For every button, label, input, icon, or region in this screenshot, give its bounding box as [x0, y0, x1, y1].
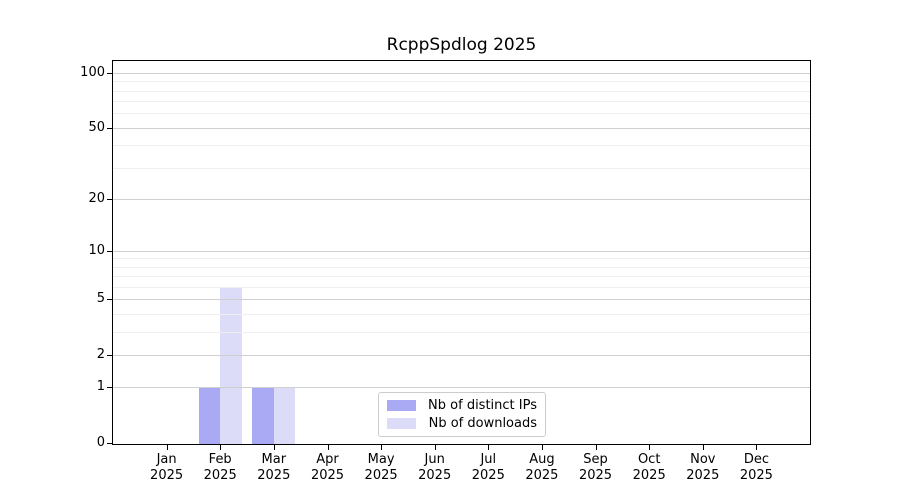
y-tick-label-10: 10 [88, 242, 105, 258]
x-tick-mark-apr [327, 445, 329, 450]
y-tick-mark-0 [107, 443, 112, 444]
y-tick-mark-50 [107, 127, 112, 129]
gridline-minor-30 [113, 167, 810, 169]
gridline-minor-70 [113, 101, 810, 103]
bar-feb-nb-of-distinct-ips [198, 387, 221, 444]
gridline-minor-6 [113, 286, 810, 288]
gridline-minor-60 [113, 113, 810, 115]
legend-item-downloads: Nb of downloads [387, 416, 539, 431]
x-tick-label-aug: Aug 2025 [525, 452, 559, 483]
chart-title: RcppSpdlog 2025 [386, 35, 537, 55]
gridline-major-1 [113, 387, 810, 389]
plot-area [112, 60, 811, 445]
x-tick-label-jul: Jul 2025 [471, 452, 505, 483]
y-tick-label-20: 20 [88, 190, 105, 206]
gridline-major-2 [113, 354, 810, 356]
gridline-minor-90 [113, 81, 810, 83]
y-tick-mark-100 [107, 72, 112, 74]
gridline-major-5 [113, 299, 810, 301]
x-tick-label-may: May 2025 [364, 452, 398, 483]
y-tick-mark-1 [107, 387, 112, 389]
x-tick-mark-jan [166, 445, 168, 450]
x-tick-label-nov: Nov 2025 [686, 452, 720, 483]
y-tick-label-2: 2 [96, 346, 105, 362]
y-tick-label-0: 0 [96, 435, 105, 450]
x-tick-mark-mar [273, 445, 275, 450]
y-tick-label-50: 50 [88, 119, 105, 135]
gridline-minor-80 [113, 90, 810, 92]
bar-mar-nb-of-distinct-ips [252, 387, 274, 444]
x-tick-mark-nov [702, 445, 704, 450]
gridline-minor-9 [113, 258, 810, 260]
gridline-major-10 [113, 250, 810, 252]
legend-item-distinct-ips: Nb of distinct IPs [387, 398, 539, 413]
gridline-minor-4 [113, 313, 810, 315]
gridline-minor-7 [113, 276, 810, 278]
x-tick-label-feb: Feb 2025 [203, 452, 237, 483]
x-tick-label-oct: Oct 2025 [632, 452, 666, 483]
legend-label-distinct-ips: Nb of distinct IPs [428, 398, 537, 413]
x-tick-mark-feb [220, 445, 222, 450]
y-tick-mark-5 [107, 299, 112, 301]
gridlines-layer [113, 61, 810, 444]
x-tick-label-dec: Dec 2025 [739, 452, 773, 483]
y-tick-label-1: 1 [96, 379, 105, 395]
bar-feb-nb-of-downloads [220, 286, 242, 444]
x-tick-label-jan: Jan 2025 [150, 452, 184, 483]
x-tick-label-sep: Sep 2025 [578, 452, 613, 483]
legend-label-downloads: Nb of downloads [428, 416, 537, 431]
legend-swatch-distinct-ips [387, 400, 416, 411]
y-tick-mark-20 [107, 198, 112, 200]
x-tick-label-jun: Jun 2025 [418, 452, 452, 483]
x-tick-mark-oct [649, 445, 651, 450]
y-tick-mark-2 [107, 354, 112, 356]
bar-mar-nb-of-downloads [273, 387, 296, 444]
x-tick-mark-may [381, 445, 383, 450]
legend-swatch-downloads [387, 418, 416, 429]
y-tick-label-100: 100 [80, 64, 105, 80]
x-tick-mark-jun [434, 445, 436, 450]
gridline-minor-8 [113, 266, 810, 268]
gridline-major-100 [113, 72, 810, 74]
gridline-major-50 [113, 127, 810, 129]
gridline-minor-40 [113, 145, 810, 147]
x-tick-label-mar: Mar 2025 [257, 452, 291, 483]
x-tick-mark-dec [756, 445, 758, 450]
x-tick-mark-aug [541, 445, 543, 450]
gridline-major-20 [113, 198, 810, 200]
x-tick-mark-sep [595, 445, 597, 450]
bars-layer [113, 61, 810, 444]
legend: Nb of distinct IPs Nb of downloads [378, 392, 546, 437]
y-tick-mark-10 [107, 250, 112, 252]
x-tick-label-apr: Apr 2025 [310, 452, 345, 483]
y-tick-label-5: 5 [96, 291, 105, 307]
gridline-minor-3 [113, 331, 810, 333]
x-tick-mark-jul [488, 445, 490, 450]
